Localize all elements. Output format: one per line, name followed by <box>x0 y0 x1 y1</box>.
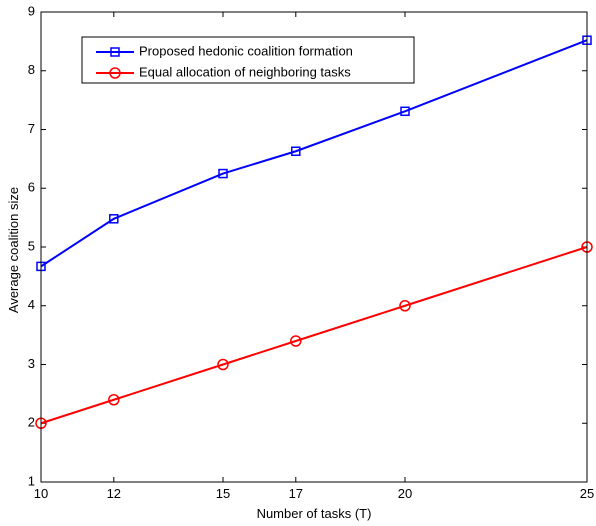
y-tick-label: 2 <box>28 415 35 430</box>
y-tick-label: 4 <box>28 297 35 312</box>
y-axis-title: Average coalition size <box>6 187 21 313</box>
series-2-point <box>290 335 302 347</box>
series-1-point <box>218 168 228 179</box>
series-2-point <box>108 394 120 406</box>
x-tick-label: 20 <box>398 486 412 501</box>
legend-label-equal: Equal allocation of neighboring tasks <box>139 64 351 79</box>
x-tick-label: 25 <box>580 486 594 501</box>
y-tick-label: 6 <box>28 180 35 195</box>
x-tick-label: 12 <box>107 486 121 501</box>
y-tick-label: 1 <box>28 473 35 488</box>
y-tick-label: 9 <box>28 3 35 18</box>
x-tick-label: 10 <box>34 486 48 501</box>
series-1-point <box>400 106 410 117</box>
series-line-1 <box>40 39 588 268</box>
legend: Proposed hedonic coalition formation Equ… <box>81 36 415 84</box>
legend-box <box>81 36 415 84</box>
x-tick-label: 17 <box>289 486 303 501</box>
y-tick-label: 3 <box>28 356 35 371</box>
x-axis-title: Number of tasks (T) <box>257 506 372 521</box>
y-tick-label: 5 <box>28 238 35 253</box>
legend-marker-2 <box>109 67 121 79</box>
series-layer <box>35 35 593 429</box>
series-2-point <box>399 300 411 312</box>
series-1-point <box>109 214 119 224</box>
y-tick-label: 7 <box>28 121 35 136</box>
series-2-point <box>217 358 229 371</box>
series-1-point <box>291 146 301 156</box>
x-tick-label: 15 <box>216 486 230 501</box>
series-line-2 <box>40 246 588 425</box>
legend-items <box>96 47 134 79</box>
plot-frame <box>40 11 588 483</box>
legend-label-proposed: Proposed hedonic coalition formation <box>139 43 353 58</box>
y-tick-label: 8 <box>28 62 35 77</box>
legend-marker-1 <box>110 47 120 57</box>
